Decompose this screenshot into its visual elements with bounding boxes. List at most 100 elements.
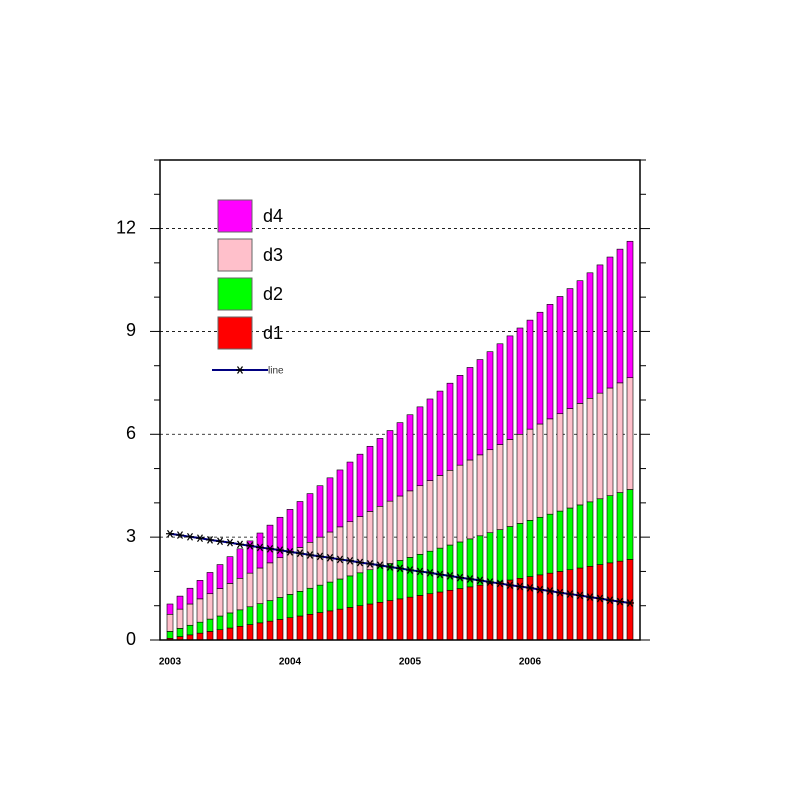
- bar-segment: [566, 569, 574, 641]
- bar-segment: [216, 564, 224, 589]
- bar-segment: [236, 577, 244, 611]
- bar-segment: [516, 523, 524, 579]
- bar-segment: [436, 591, 444, 641]
- bar-segment: [506, 579, 514, 641]
- bar-segment: [336, 469, 344, 528]
- bar-segment: [306, 587, 314, 615]
- line-marker: [346, 556, 354, 565]
- bar-segment: [266, 620, 274, 641]
- bar-segment: [226, 627, 234, 641]
- marker-stroke: [457, 573, 463, 582]
- bar-segment: [406, 490, 414, 558]
- bar-segment: [236, 625, 244, 641]
- line-marker: [286, 548, 294, 556]
- bar-segment: [366, 603, 374, 641]
- line-marker: [606, 596, 614, 605]
- marker-stroke: [357, 558, 363, 567]
- bar-segment: [426, 480, 434, 552]
- line-marker: [616, 597, 624, 606]
- bar-segment: [236, 548, 244, 579]
- bar-segment: [196, 580, 204, 600]
- plot-frame: [159, 159, 641, 641]
- line-marker: [226, 538, 234, 547]
- bar-segment: [536, 311, 544, 425]
- bar-segment: [526, 428, 534, 521]
- line-marker: [206, 536, 214, 544]
- bar-segment: [406, 596, 414, 641]
- y-tick-label: 9: [126, 320, 136, 340]
- bar-segment: [256, 622, 264, 641]
- bar-segment: [546, 418, 554, 515]
- bar-segment: [526, 319, 534, 430]
- bar-segment: [176, 595, 184, 610]
- x-tick-label: 2006: [519, 657, 542, 668]
- bar-segment: [606, 256, 614, 389]
- bar-segment: [256, 532, 264, 569]
- bar-segment: [586, 501, 594, 567]
- bar-segment: [416, 595, 424, 641]
- marker-stroke: [607, 596, 613, 605]
- line-marker: [196, 534, 204, 543]
- bar-segment: [566, 408, 574, 509]
- bar-segment: [316, 584, 324, 613]
- line-marker: [276, 546, 284, 555]
- bar-segment: [466, 459, 474, 540]
- x-tick-label: 2003: [159, 657, 182, 668]
- bar-segment: [496, 581, 504, 641]
- line-marker: [476, 576, 484, 585]
- bar-segment: [216, 615, 224, 631]
- legend-label: line: [268, 366, 284, 377]
- bar-segment: [606, 495, 614, 564]
- bar-segment: [556, 510, 564, 572]
- line-marker: [486, 578, 494, 586]
- marker-stroke: [477, 576, 483, 585]
- y-tick-label: 6: [126, 423, 136, 443]
- bar-segment: [546, 572, 554, 641]
- bar-segment: [266, 600, 274, 622]
- line-marker: [456, 573, 464, 582]
- bar-segment: [426, 593, 434, 641]
- bar-segment: [226, 556, 234, 584]
- marker-stroke: [197, 534, 203, 543]
- bar-segment: [376, 505, 384, 567]
- marker-stroke: [597, 594, 603, 603]
- bar-segment: [306, 613, 314, 641]
- line-marker: [626, 599, 634, 607]
- bar-segment: [496, 444, 504, 530]
- bar-segment: [276, 597, 284, 620]
- bar-segment: [296, 615, 304, 641]
- line-marker: [306, 551, 314, 559]
- legend-label: d3: [263, 245, 283, 265]
- line-marker: [376, 561, 384, 570]
- marker-stroke: [227, 538, 233, 547]
- bar-segment: [246, 606, 254, 625]
- bar-segment: [456, 541, 464, 589]
- bar-segment: [486, 351, 494, 451]
- bar-segment: [266, 562, 274, 601]
- bar-segment: [436, 547, 444, 593]
- line-marker: [426, 568, 434, 577]
- bar-segment: [416, 485, 424, 555]
- bar-segment: [596, 498, 604, 565]
- line-marker: [566, 590, 574, 598]
- marker-stroke: [187, 532, 193, 541]
- bar-segment: [576, 567, 584, 641]
- bar-segment: [536, 516, 544, 576]
- bar-segment: [396, 495, 404, 561]
- bar-segment: [536, 423, 544, 518]
- marker-stroke: [177, 531, 183, 539]
- line-marker: [326, 553, 334, 562]
- bar-segment: [486, 532, 494, 584]
- bar-segment: [476, 584, 484, 641]
- legend-label: d4: [263, 206, 283, 226]
- bar-segment: [336, 526, 344, 580]
- bar-segment: [356, 453, 364, 517]
- marker-stroke: [487, 578, 493, 586]
- marker-stroke: [397, 564, 403, 573]
- bar-segment: [506, 526, 514, 581]
- bar-segment: [276, 557, 284, 598]
- marker-stroke: [167, 529, 173, 538]
- bar-segment: [186, 587, 194, 605]
- marker-stroke: [287, 548, 293, 556]
